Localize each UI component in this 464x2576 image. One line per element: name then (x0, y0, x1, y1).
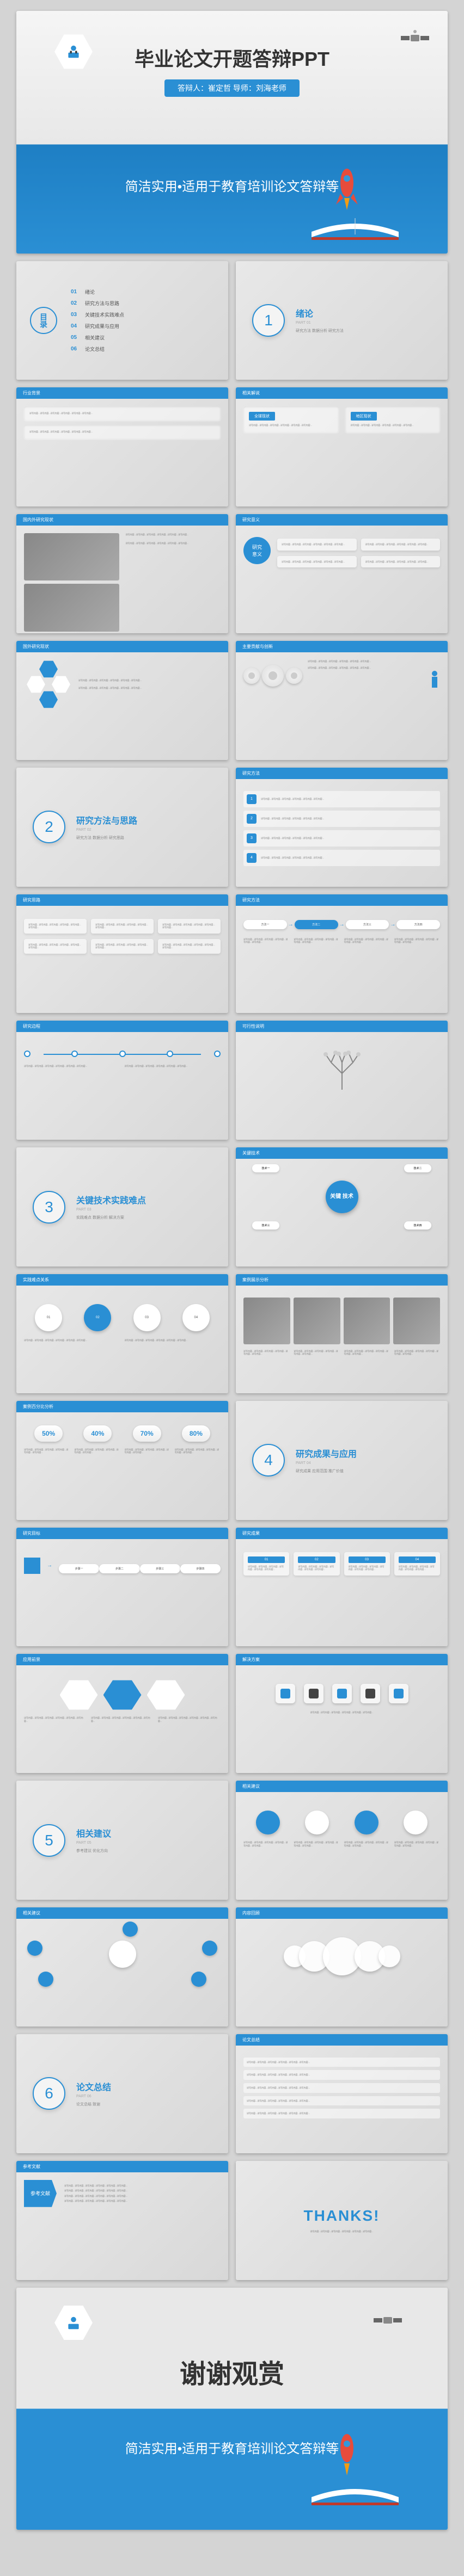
section-6-slide: 6 论文总结 PART 06 论文总结 致谢 (16, 2034, 228, 2153)
toc-slide: 目录 01绪论 02研究方法与思路 03关键技术实践难点 04研究成果与应用 0… (16, 261, 228, 380)
solution-slide: 解决方案 详写内容...详写内容...详写内容...详写内容...详写内容...… (236, 1654, 448, 1773)
image-placeholder (344, 1298, 390, 1344)
research-method2-slide: 研究方法 方法一 → 方法二 → 方法三 → 方法四 详写内容...详写内容..… (236, 894, 448, 1014)
bubble-slide: 内容回顾 (236, 1907, 448, 2027)
key-tech-diagram: 关键 技术 技术一 技术二 技术三 技术四 (236, 1159, 448, 1235)
research-achieve-slide: 研究成果 01详写内容...详写内容...详写内容...详写内容...详写内容.… (236, 1528, 448, 1647)
gears-icon (243, 665, 302, 687)
image-placeholder (243, 1298, 290, 1344)
image-placeholder (294, 1298, 340, 1344)
practice-point-slide: 实践难点关系 01 02 03 04 详写内容...详写内容...详写内容...… (16, 1274, 228, 1393)
key-tech-slide: 关键技术 关键 技术 技术一 技术二 技术三 技术四 (236, 1147, 448, 1267)
presenter-pill: 答辩人：崔定哲 导师：刘海老师 (164, 79, 300, 97)
summary-rows-slide: 论文总结 详写内容...详写内容...详写内容...详写内容...详写内容...… (236, 2034, 448, 2153)
contribution-slide: 主要贡献与创新 详写内容...详写内容...详写内容...详写内容...详写内容… (236, 641, 448, 760)
thanks-cn: 谢谢观赏 (180, 2352, 284, 2390)
research-target-slide: 研究目标 → 步骤一 步骤二 步骤三 步骤四 (16, 1528, 228, 1647)
section-3-slide: 3 关键技术实践难点 PART 03 实践难点 数据分析 解决方案 (16, 1147, 228, 1267)
bubble-cluster (236, 1930, 448, 1983)
satellite-icon (371, 2309, 404, 2331)
pct-analysis-slide: 案例百分比分析 50% 40% 70% 80% 详写内容...详写内容...详写… (16, 1401, 228, 1520)
research-process-slide: 研究边程 详写内容...详写内容...详写内容...详写内容...详写内容...… (16, 1021, 228, 1140)
rocket-illustration (295, 2410, 415, 2508)
section-2-slide: 2 研究方法与思路 PART 02 研究方法 数据分析 研究思路 (16, 768, 228, 887)
final-thanks-slide: 谢谢观赏 简洁实用•适用于教育培训论文答辩等 (16, 2288, 448, 2530)
mind-map-slide: 相关建议 (16, 1907, 228, 2027)
title-slide: 毕业论文开题答辩PPT 答辩人：崔定哲 导师：刘海老师 简洁实用•适用于教育培训… (16, 11, 448, 254)
section-title: 绪论 (296, 306, 431, 319)
person-icon (429, 669, 440, 691)
research-method-slide: 研究方法 1详写内容...详写内容...详写内容...详写内容...详写内容..… (236, 768, 448, 887)
thanks-text: THANKS! (304, 2207, 380, 2225)
timeline (24, 1051, 221, 1057)
feasibility-slide: 可行性说明 (236, 1021, 448, 1140)
section-1-slide: 1 绪论 PART 01 研究方法 数据分析 研究方法 (236, 261, 448, 380)
related-expl-slide: 相关解说 全球现状 详写内容...详写内容...详写内容...详写内容...详写… (236, 387, 448, 506)
section-number: 1 (252, 304, 285, 337)
case-analysis-slide: 案例展示分析 详写内容...详写内容...详写内容...详写内容...详写内容.… (236, 1274, 448, 1393)
related-suggest-slide: 相关建议 详写内容...详写内容...详写内容...详写内容...详写内容...… (236, 1781, 448, 1900)
research-meaning-slide: 研究意义 研究意义 详写内容...详写内容...详写内容...详写内容...详写… (236, 514, 448, 633)
section-5-slide: 5 相关建议 PART 05 参考建议 优化方向 (16, 1781, 228, 1900)
toc-items: 01绪论 02研究方法与思路 03关键技术实践难点 04研究成果与应用 05相关… (71, 272, 217, 369)
research-road-slide: 研究思路 详写内容...详写内容...详写内容...详写内容...详写内容...… (16, 894, 228, 1014)
image-placeholder (393, 1298, 440, 1344)
title-main: 毕业论文开题答辩PPT (33, 44, 431, 72)
rocket-illustration (295, 145, 415, 243)
section-4-slide: 4 研究成果与应用 PART 04 研究成果 应用范围 推广价值 (236, 1401, 448, 1520)
domestic-research-slide: 国内外研究现状 详写内容...详写内容...详写内容...详写内容...详写内容… (16, 514, 228, 633)
references-slide: 参考文献 参考文献 详写内容...详写内容...详写内容...详写内容...详写… (16, 2161, 228, 2280)
image-placeholder (24, 533, 119, 580)
toc-label: 目录 (30, 307, 57, 334)
tree-diagram (236, 1032, 448, 1097)
image-placeholder (24, 584, 119, 631)
mind-map (16, 1919, 228, 1990)
satellite-icon (399, 27, 431, 49)
app-outlook-slide: 应用前景 详写内容...详写内容...详写内容...详写内容...详写内容...… (16, 1654, 228, 1773)
industry-bg-slide: 行业背景 详写内容...详写内容...详写内容...详写内容...详写内容...… (16, 387, 228, 506)
foreign-research-slide: 国外研究现状 详写内容...详写内容...详写内容...详写内容...详写内容.… (16, 641, 228, 760)
thanks-slide: THANKS! 详写内容...详写内容...详写内容...详写内容...详写内容… (236, 2161, 448, 2280)
